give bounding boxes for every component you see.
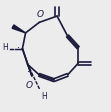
Text: O: O [25,81,32,90]
Text: H: H [42,92,47,101]
Text: ·: · [17,43,20,53]
Text: O: O [37,10,44,19]
Polygon shape [12,25,26,33]
Text: H: H [2,43,8,52]
Text: ·: · [27,68,30,78]
